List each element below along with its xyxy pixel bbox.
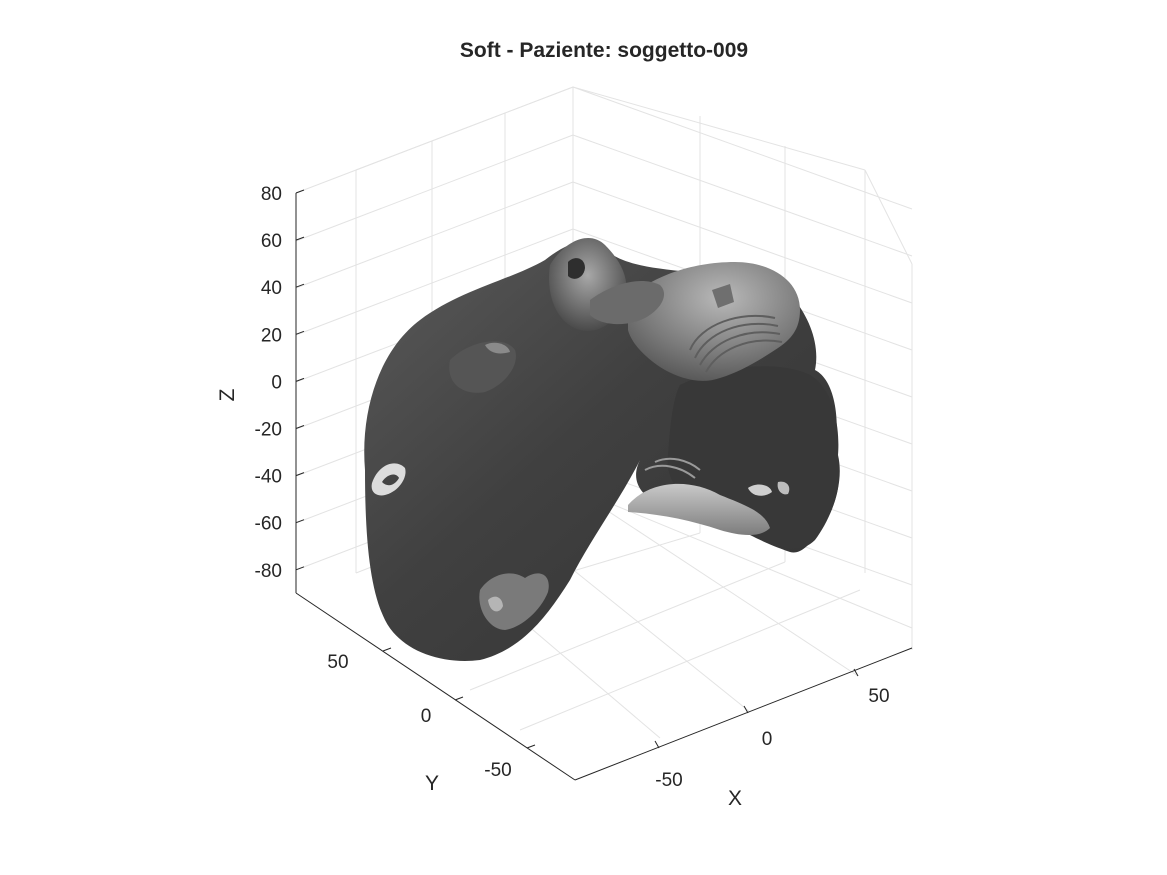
cap-notch <box>712 284 734 308</box>
y-tick-label: 0 <box>421 706 432 727</box>
z-tick-label: 0 <box>271 372 282 393</box>
lips <box>590 280 665 325</box>
zgrid-line <box>295 228 574 336</box>
teeth-highlight <box>488 596 503 612</box>
y-ticks: -50 0 50 <box>327 647 536 781</box>
neck-tube <box>628 483 770 535</box>
head-surface <box>364 237 840 661</box>
y-tick-label: -50 <box>484 760 511 781</box>
eye-socket <box>449 341 516 393</box>
x-ticks: -50 0 50 <box>654 668 890 791</box>
z-ticks: 80 60 40 20 0 -20 -40 -60 -80 <box>255 184 305 582</box>
z-tick-mark <box>295 236 305 241</box>
y-tick-mark <box>382 647 392 652</box>
eye-highlight <box>485 342 510 354</box>
x-tick-label: -50 <box>655 770 682 791</box>
zgrid-line <box>572 86 913 210</box>
x-axis-label: X <box>728 787 742 810</box>
x-axis-line <box>574 647 913 781</box>
z-tick-label: 40 <box>261 278 282 299</box>
zgrid-line <box>572 134 913 257</box>
axes <box>295 193 913 781</box>
z-tick-label: 60 <box>261 231 282 252</box>
x-tick-label: 50 <box>868 686 889 707</box>
z-tick-label: -80 <box>255 561 282 582</box>
box-top-right <box>864 169 913 265</box>
z-tick-mark <box>295 472 305 477</box>
z-tick-label: -20 <box>255 420 282 441</box>
y-axis-line <box>295 592 576 781</box>
zgrid-line <box>295 86 574 194</box>
nostril <box>568 258 585 279</box>
cap-ridges <box>689 314 783 373</box>
y-tick-label: 50 <box>327 652 348 673</box>
y-axis-label: Y <box>425 772 439 795</box>
neck-strands <box>644 457 701 479</box>
z-tick-label: -60 <box>255 514 282 535</box>
y-tick-mark <box>454 696 464 701</box>
zgrid-line <box>572 181 913 304</box>
z-axis-label: Z <box>216 388 239 401</box>
chin-light <box>777 481 790 495</box>
zgrid-line <box>295 134 574 242</box>
x-tick-label: 0 <box>762 729 773 750</box>
floor-grid-line <box>519 589 861 731</box>
z-tick-label: 20 <box>261 325 282 346</box>
y-tick-mark <box>526 744 536 749</box>
z-tick-mark <box>295 566 305 571</box>
cranium-cap <box>628 262 800 381</box>
x-tick-mark <box>743 705 749 714</box>
floor-grid-line <box>572 487 859 677</box>
floor-grid-line <box>469 561 786 691</box>
chin-highlight <box>748 484 772 496</box>
z-tick-mark <box>295 425 305 429</box>
ear-inner <box>382 474 399 486</box>
z-tick-mark <box>295 519 305 524</box>
z-tick-mark <box>295 283 305 288</box>
x-tick-mark <box>654 740 660 749</box>
z-tick-label: 80 <box>261 184 282 205</box>
zgrid-line <box>295 181 574 289</box>
z-tick-mark <box>295 189 305 194</box>
z-tick-label: -40 <box>255 467 282 488</box>
x-tick-mark <box>853 668 859 677</box>
teeth <box>479 573 549 630</box>
z-tick-mark <box>295 330 305 335</box>
z-tick-mark <box>295 377 305 382</box>
chart-title: Soft - Paziente: soggetto-009 <box>460 39 748 62</box>
